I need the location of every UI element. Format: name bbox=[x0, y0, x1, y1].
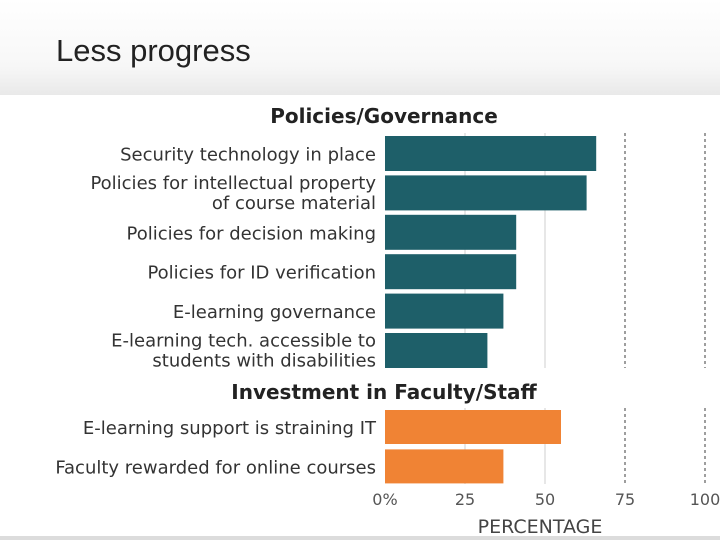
bar bbox=[385, 175, 587, 211]
category-label: Policies for ID verification bbox=[147, 263, 376, 284]
x-tick-label: 50 bbox=[535, 490, 555, 509]
x-tick-label: 75 bbox=[615, 490, 635, 509]
bar bbox=[385, 214, 517, 250]
slide-header: Less progress bbox=[0, 0, 720, 95]
bar bbox=[385, 333, 488, 368]
category-label: E-learning governance bbox=[173, 302, 376, 323]
bar bbox=[385, 449, 504, 484]
bar bbox=[385, 136, 597, 171]
footer-divider bbox=[0, 536, 720, 540]
category-label: E-learning support is straining IT bbox=[83, 418, 377, 439]
category-label: Policies for decision making bbox=[126, 223, 376, 244]
group-title: Policies/Governance bbox=[270, 104, 498, 128]
x-tick-label: 100 bbox=[690, 490, 720, 509]
x-tick-label: 0% bbox=[372, 490, 397, 509]
category-label: Security technology in place bbox=[120, 145, 376, 166]
bar bbox=[385, 254, 517, 290]
category-label: Policies for intellectual property bbox=[90, 173, 376, 194]
x-tick-label: 25 bbox=[455, 490, 475, 509]
x-axis-label: PERCENTAGE bbox=[478, 516, 603, 538]
bar bbox=[385, 293, 504, 329]
category-label: of course material bbox=[212, 193, 376, 214]
bar bbox=[385, 410, 561, 444]
group-title: Investment in Faculty/Staff bbox=[231, 380, 537, 404]
category-label: Faculty rewarded for online courses bbox=[55, 457, 376, 478]
slide-title: Less progress bbox=[56, 33, 251, 68]
category-label: E-learning tech. accessible to bbox=[111, 331, 376, 352]
category-label: students with disabilities bbox=[152, 351, 376, 372]
